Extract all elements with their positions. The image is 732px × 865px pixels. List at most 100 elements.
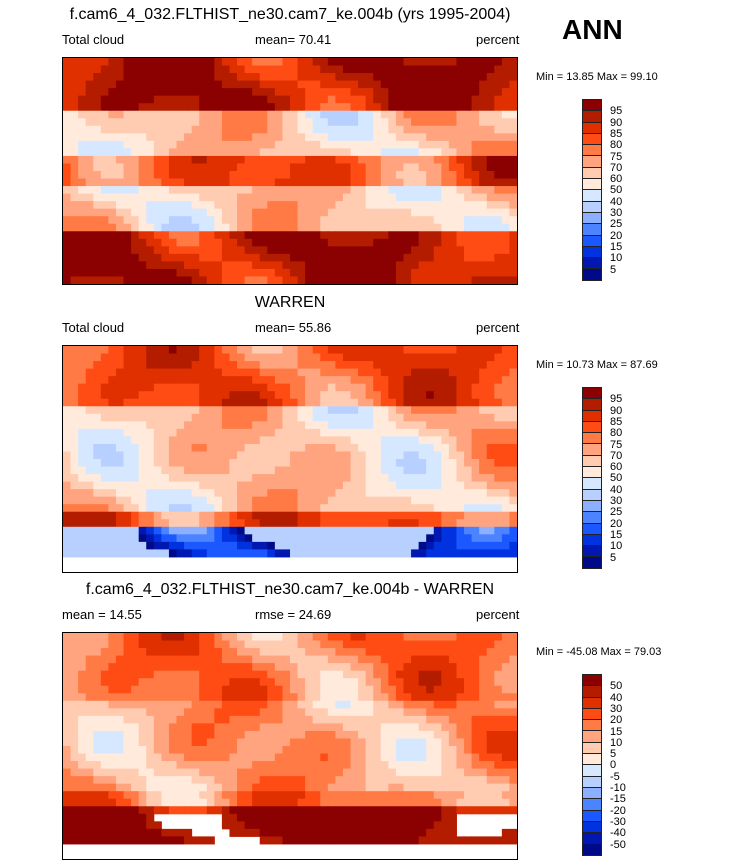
- map-cell: [191, 443, 200, 452]
- map-cell: [214, 783, 223, 792]
- map-cell: [237, 700, 246, 709]
- map-cell: [146, 118, 155, 127]
- map-cell: [335, 268, 344, 277]
- map-cell: [100, 73, 109, 82]
- map-cell: [342, 648, 352, 657]
- map-cell: [456, 253, 465, 262]
- map-cell: [305, 223, 314, 232]
- map-cell: [168, 223, 177, 232]
- map-cell: [305, 504, 314, 513]
- map-cell: [380, 776, 389, 785]
- map-cell: [214, 693, 223, 702]
- map-cell: [501, 171, 510, 180]
- map-cell: [252, 519, 261, 528]
- map-cell: [494, 163, 503, 172]
- map-cell: [237, 519, 246, 528]
- map-cell: [161, 140, 170, 149]
- map-cell: [115, 428, 125, 437]
- map-cell: [229, 268, 238, 277]
- map-cell: [100, 178, 109, 187]
- map-cell: [206, 640, 215, 649]
- map-cell: [403, 163, 412, 172]
- map-cell: [388, 110, 397, 119]
- map-cell: [131, 549, 140, 558]
- map-cell: [388, 383, 397, 392]
- map-cell: [297, 428, 306, 437]
- map-cell: [418, 496, 427, 505]
- map-cell: [426, 261, 435, 270]
- map-cell: [297, 655, 306, 664]
- map-cell: [471, 103, 480, 112]
- map-cell: [342, 246, 352, 255]
- map-cell: [290, 459, 299, 468]
- map-cell: [199, 193, 208, 202]
- map-cell: [176, 526, 185, 535]
- map-cell: [342, 730, 352, 739]
- map-cell: [221, 783, 230, 792]
- map-cell: [146, 459, 155, 468]
- map-cell: [320, 208, 329, 217]
- map-cell: [146, 353, 155, 362]
- map-cell: [380, 178, 389, 187]
- map-cell: [184, 504, 193, 513]
- map-cell: [274, 246, 283, 255]
- map-cell: [312, 110, 321, 119]
- map-cell: [131, 406, 140, 415]
- map-cell: [176, 148, 185, 157]
- map-cell: [85, 376, 94, 385]
- map-cell: [471, 110, 480, 119]
- map-cell: [365, 231, 374, 240]
- map-cell: [161, 655, 170, 664]
- map-cell: [244, 783, 253, 792]
- map-cell: [274, 670, 283, 679]
- map-cell: [320, 640, 329, 649]
- map-cell: [388, 443, 397, 452]
- map-cell: [433, 193, 442, 202]
- map-cell: [78, 193, 87, 202]
- map-cell: [441, 481, 450, 490]
- map-cell: [115, 776, 125, 785]
- map-cell: [365, 451, 374, 460]
- map-cell: [479, 663, 488, 672]
- map-cell: [85, 519, 94, 528]
- map-cell: [327, 171, 336, 180]
- map-cell: [380, 140, 389, 149]
- map-cell: [448, 504, 457, 513]
- map-cell: [168, 353, 177, 362]
- map-cell: [327, 231, 336, 240]
- map-cell: [448, 459, 457, 468]
- map-cell: [297, 103, 306, 112]
- map-cell: [267, 730, 276, 739]
- map-cell: [168, 541, 177, 550]
- map-cell: [358, 534, 367, 543]
- map-cell: [380, 511, 389, 520]
- map-cell: [426, 376, 435, 385]
- map-cell: [244, 541, 253, 550]
- map-cell: [244, 178, 253, 187]
- map-cell: [471, 216, 480, 225]
- panel-title: WARREN: [254, 294, 326, 311]
- map-cell: [214, 670, 223, 679]
- map-cell: [191, 268, 200, 277]
- map-cell: [290, 443, 299, 452]
- map-cell: [115, 549, 125, 558]
- map-cell: [146, 798, 155, 807]
- map-cell: [327, 110, 336, 119]
- map-cell: [509, 496, 517, 505]
- map-cell: [70, 768, 79, 777]
- map-cell: [350, 541, 359, 550]
- map-cell: [237, 791, 246, 800]
- map-cell: [221, 746, 230, 755]
- map-cell: [237, 481, 246, 490]
- map-cell: [85, 163, 94, 172]
- map-cell: [327, 268, 336, 277]
- map-cell: [327, 88, 336, 97]
- map-cell: [259, 376, 268, 385]
- map-cell: [297, 798, 306, 807]
- map-cell: [108, 443, 117, 452]
- map-cell: [229, 723, 238, 732]
- map-cell: [426, 353, 435, 362]
- map-cell: [131, 193, 140, 202]
- map-cell: [358, 504, 367, 513]
- map-cell: [411, 436, 420, 445]
